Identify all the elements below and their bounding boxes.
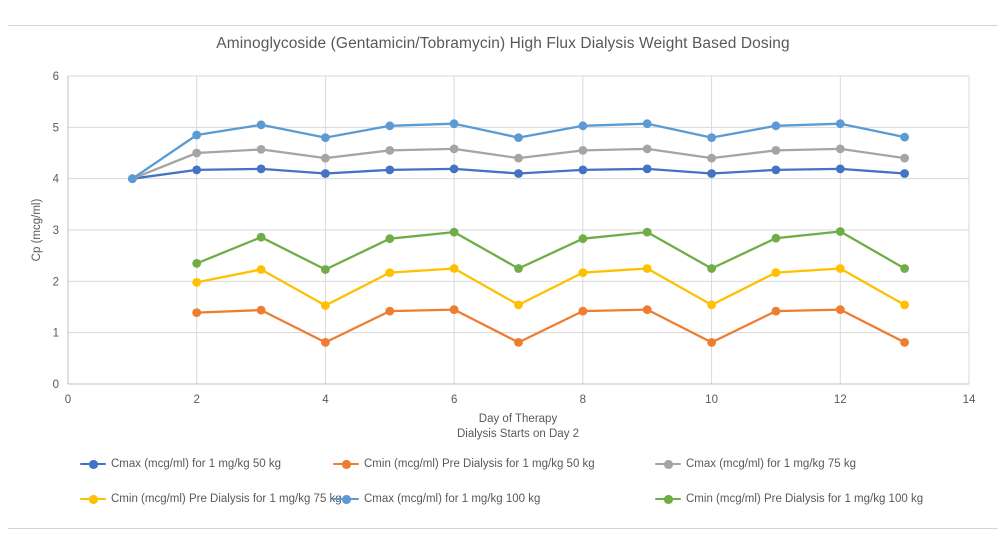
- series-marker-icon: [655, 456, 681, 472]
- legend-label: Cmin (mcg/ml) Pre Dialysis for 1 mg/kg 5…: [364, 458, 595, 470]
- series-marker-icon: [80, 456, 106, 472]
- legend-label: Cmax (mcg/ml) for 1 mg/kg 100 kg: [364, 493, 541, 505]
- bottom-divider: [8, 528, 998, 529]
- svg-text:0: 0: [53, 379, 59, 391]
- legend-item: Cmax (mcg/ml) for 1 mg/kg 75 kg: [655, 456, 856, 472]
- series-marker-icon: [333, 456, 359, 472]
- series-marker-icon: [333, 491, 359, 507]
- x-axis-subtitle: Dialysis Starts on Day 2: [456, 428, 580, 440]
- svg-text:4: 4: [53, 174, 60, 186]
- chart-title: Aminoglycoside (Gentamicin/Tobramycin) H…: [216, 35, 790, 52]
- legend-item: Cmax (mcg/ml) for 1 mg/kg 50 kg: [80, 456, 281, 472]
- svg-text:2: 2: [53, 276, 59, 288]
- svg-text:2: 2: [194, 394, 200, 406]
- svg-text:8: 8: [580, 394, 586, 406]
- svg-text:6: 6: [451, 394, 457, 406]
- svg-text:10: 10: [705, 394, 718, 406]
- svg-text:3: 3: [53, 225, 59, 237]
- legend-item: Cmin (mcg/ml) Pre Dialysis for 1 mg/kg 5…: [333, 456, 595, 472]
- svg-text:14: 14: [963, 394, 976, 406]
- y-axis-title: Cp (mcg/ml): [31, 198, 43, 262]
- legend-label: Cmax (mcg/ml) for 1 mg/kg 75 kg: [686, 458, 856, 470]
- series-marker-icon: [80, 491, 106, 507]
- legend-label: Cmin (mcg/ml) Pre Dialysis for 1 mg/kg 1…: [686, 493, 924, 505]
- svg-text:6: 6: [53, 71, 59, 83]
- svg-text:1: 1: [53, 328, 59, 340]
- legend-item: Cmax (mcg/ml) for 1 mg/kg 100 kg: [333, 491, 540, 507]
- svg-text:4: 4: [322, 394, 329, 406]
- svg-text:5: 5: [53, 122, 59, 134]
- x-axis-title: Day of Therapy: [478, 413, 558, 425]
- svg-text:0: 0: [65, 394, 71, 406]
- svg-text:12: 12: [834, 394, 847, 406]
- legend-item: Cmin (mcg/ml) Pre Dialysis for 1 mg/kg 7…: [80, 491, 342, 507]
- series-marker-icon: [655, 491, 681, 507]
- legend-item: Cmin (mcg/ml) Pre Dialysis for 1 mg/kg 1…: [655, 491, 923, 507]
- top-divider: [8, 25, 998, 26]
- legend-label: Cmin (mcg/ml) Pre Dialysis for 1 mg/kg 7…: [111, 493, 342, 505]
- legend-label: Cmax (mcg/ml) for 1 mg/kg 50 kg: [111, 458, 281, 470]
